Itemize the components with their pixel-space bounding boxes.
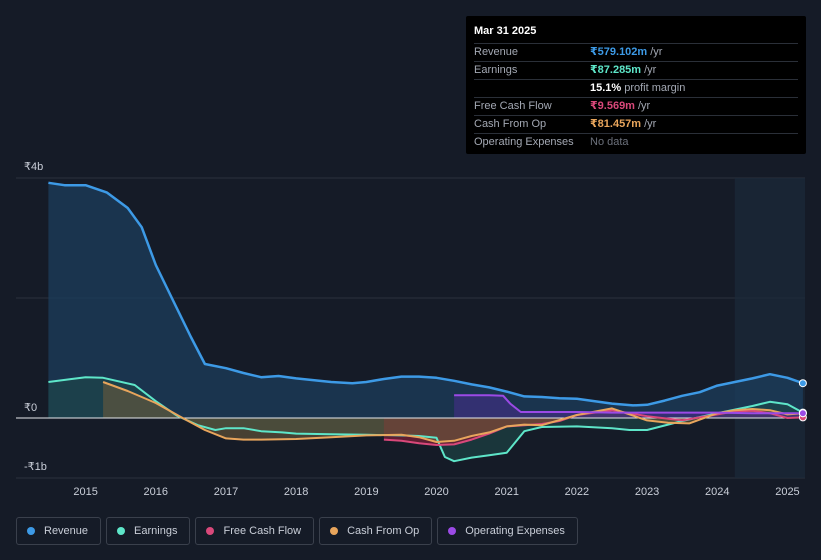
tooltip-row-label: Earnings [474, 64, 518, 76]
tooltip-row-value: ₹87.285m [590, 64, 642, 76]
x-tick-label: 2023 [635, 486, 659, 498]
tooltip-row-label: Cash From Op [474, 118, 547, 130]
cash-from-op-area [103, 382, 803, 442]
chart-legend: Revenue Earnings Free Cash Flow Cash From O… [16, 517, 578, 545]
tooltip-row-unit: /yr [637, 100, 651, 112]
x-tick-label: 2016 [144, 486, 168, 498]
tooltip-row-operating-expenses: Operating Expenses No data [474, 134, 798, 151]
x-tick-label: 2018 [284, 486, 308, 498]
x-tick-label: 2021 [494, 486, 518, 498]
series-end-markers [798, 379, 807, 422]
tooltip-row-value: 15.1% [590, 82, 622, 94]
tooltip-row-free-cash-flow: Free Cash Flow ₹9.569m/yr [474, 98, 798, 116]
tooltip-row-unit: /yr [650, 46, 663, 58]
revenue-line [48, 181, 804, 407]
legend-dot-icon [448, 527, 457, 535]
tooltip-row-label: Free Cash Flow [474, 100, 552, 112]
legend-label: Cash From Op [347, 525, 420, 537]
operating-expenses-line [454, 394, 803, 415]
x-tick-label: 2024 [705, 486, 729, 498]
tooltip-row-value: ₹579.102m [590, 46, 648, 58]
legend-dot-icon [27, 527, 35, 535]
legend-item-operating-expenses[interactable]: Operating Expenses [437, 517, 578, 545]
operating-expenses-end-marker [798, 409, 807, 418]
x-tick-label: 2019 [354, 486, 378, 498]
series-lines [48, 181, 804, 463]
tooltip-row-revenue: Revenue ₹579.102m/yr [474, 44, 798, 62]
tooltip-row-label [474, 80, 590, 97]
legend-label: Revenue [44, 525, 89, 537]
x-axis-labels: 2015 2016 2017 2018 2019 2020 2021 2022 2023 2024… [73, 486, 799, 498]
y-axis-labels: ₹4b ₹0 -₹1b [24, 161, 47, 473]
tooltip-row-value: ₹81.457m [590, 118, 642, 130]
x-tick-label: 2015 [73, 486, 97, 498]
x-tick-label: 2025 [775, 486, 799, 498]
legend-item-revenue[interactable]: Revenue [16, 517, 102, 545]
legend-dot-icon [330, 527, 339, 535]
x-tick-label: 2022 [565, 486, 589, 498]
legend-label: Free Cash Flow [223, 525, 302, 537]
tooltip-row-value: ₹9.569m [590, 100, 635, 112]
tooltip-row-unit: /yr [644, 64, 657, 76]
tooltip-row-unit: profit margin [624, 82, 686, 94]
tooltip-row-label: Operating Expenses [474, 136, 574, 148]
tooltip-rows: Revenue ₹579.102m/yr Earnings ₹87.285m/yr 15… [474, 44, 798, 151]
tooltip-row-unit: /yr [644, 118, 657, 130]
tooltip-date: Mar 31 2025 [474, 23, 798, 44]
y-tick-label: ₹0 [24, 402, 37, 414]
tooltip-row-label: Revenue [474, 46, 519, 58]
y-tick-label: -₹1b [24, 461, 47, 473]
legend-item-cash-from-op[interactable]: Cash From Op [319, 517, 433, 545]
legend-item-free-cash-flow[interactable]: Free Cash Flow [195, 517, 315, 545]
tooltip-row-value: No data [590, 136, 629, 148]
legend-label: Earnings [134, 525, 178, 537]
legend-label: Operating Expenses [465, 525, 565, 537]
x-tick-label: 2020 [424, 486, 448, 498]
tooltip-row-cash-from-op: Cash From Op ₹81.457m/yr [474, 116, 798, 134]
tooltip-row-earnings: Earnings ₹87.285m/yr [474, 62, 798, 80]
legend-dot-icon [117, 527, 126, 535]
hover-tooltip: Mar 31 2025 Revenue ₹579.102m/yr Earnings ₹… [466, 16, 806, 154]
legend-item-earnings[interactable]: Earnings [106, 517, 191, 545]
legend-dot-icon [206, 527, 215, 535]
y-tick-label: ₹4b [24, 161, 43, 173]
forecast-shade [734, 178, 805, 478]
revenue-end-marker [798, 379, 807, 388]
tooltip-row-profit-margin: 15.1% profit margin [474, 80, 798, 98]
revenue-area [48, 182, 803, 418]
x-tick-label: 2017 [214, 486, 238, 498]
